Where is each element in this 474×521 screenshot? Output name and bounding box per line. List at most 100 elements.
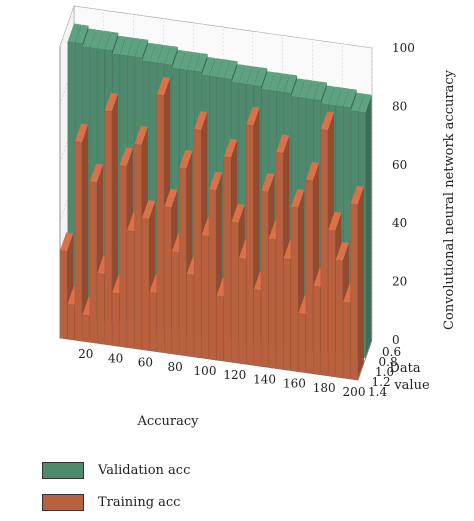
bar-side-training (357, 186, 364, 380)
bar-top-validation (172, 49, 186, 69)
bar-top-validation (239, 65, 253, 85)
legend-item-training: Training acc (42, 489, 190, 515)
bar-top-validation (358, 93, 372, 113)
bar-top-validation (90, 29, 104, 49)
bar-top-validation (261, 71, 275, 91)
bar-top-validation (291, 78, 305, 98)
bar-training (335, 259, 343, 378)
bar-training (320, 129, 328, 376)
legend-swatch-training (42, 493, 84, 511)
bar-training (238, 257, 246, 365)
z-tick-label: 20 (392, 275, 407, 289)
bar-training (89, 181, 97, 344)
bar-top-validation (194, 53, 208, 72)
bar-top-training (156, 76, 171, 96)
legend-item-validation: Validation acc (42, 457, 190, 483)
y-tick-label: 1.0 (375, 365, 394, 379)
bar-top-training (164, 188, 178, 208)
legend-label-validation: Validation acc (98, 462, 191, 478)
bar-top-validation (209, 58, 223, 78)
bar-top-training (276, 134, 290, 154)
x-axis-label: Accuracy (137, 414, 200, 429)
x-tick-label: 140 (253, 372, 276, 386)
bar-top-validation (97, 30, 111, 50)
bar-training (350, 203, 358, 381)
bar-top-training (320, 111, 335, 131)
bar-top-training (89, 163, 104, 183)
bar-training (67, 303, 75, 341)
bar-top-validation (231, 64, 245, 84)
bar-training (164, 206, 172, 354)
bar-top-training (231, 204, 245, 223)
x-tick-label: 100 (194, 364, 217, 378)
bar-top-training (141, 200, 156, 220)
bar-training (305, 179, 314, 374)
bar-training (223, 156, 232, 363)
bar-top-training (209, 171, 223, 191)
bar-training (186, 273, 194, 357)
bar-top-training (246, 106, 260, 126)
bar-training (82, 314, 90, 343)
x-tick-label: 180 (313, 381, 336, 395)
bar-top-validation (134, 38, 149, 58)
bar-training (193, 128, 202, 359)
z-tick-label: 80 (392, 99, 407, 113)
bar-top-validation (164, 45, 178, 65)
bar-training (97, 273, 105, 345)
bar-training (201, 235, 209, 360)
bar-top-validation (276, 73, 290, 93)
bar-top-validation (216, 59, 230, 79)
bar-training (141, 218, 150, 351)
bar-top-training (104, 92, 118, 112)
bar-top-training (119, 147, 133, 167)
x-tick-label: 200 (343, 385, 366, 399)
bar-top-validation (224, 60, 238, 80)
bar-training (328, 229, 336, 377)
bar-training (208, 189, 217, 361)
bar-top-validation (321, 85, 335, 105)
bar-training (290, 206, 299, 372)
bar-top-validation (127, 37, 141, 57)
bar-top-training (74, 123, 89, 143)
y-axis-label-line2: value (393, 378, 430, 393)
x-tick-label: 40 (108, 351, 123, 365)
bar-top-training (261, 173, 275, 193)
bar-side-validation (365, 94, 372, 358)
bar-top-validation (298, 79, 312, 99)
y-tick-label: 0.6 (382, 345, 401, 359)
bar-top-validation (343, 88, 357, 108)
bar-top-training (290, 189, 305, 208)
y-tick-label: 1.4 (368, 385, 387, 399)
bar-top-validation (268, 72, 283, 92)
bar-top-validation (75, 24, 89, 44)
z-axis-label: Convolutional neural network accuracy (442, 69, 457, 330)
bar-top-validation (350, 92, 365, 112)
axis-frame (59, 46, 373, 381)
y-tick-label: 1.2 (372, 375, 391, 389)
bar-top-validation (306, 80, 320, 100)
bar-training (231, 221, 239, 364)
bar-top-validation (201, 57, 216, 76)
bar-top-training (194, 111, 208, 131)
bar-top-validation (105, 31, 119, 51)
bar-top-validation (335, 87, 350, 107)
bar-top-validation (67, 23, 81, 43)
chart-ticks: 20 40 60 80 100 120 140 160 180 2000.60.81.01.21.… (78, 41, 415, 399)
z-tick-label: 60 (392, 158, 407, 172)
bar-top-validation (253, 67, 268, 87)
bar-training (260, 191, 269, 368)
x-tick-label: 20 (78, 347, 93, 361)
x-tick-label: 60 (138, 356, 153, 370)
bar-training (112, 292, 120, 347)
bar-top-training (328, 211, 342, 231)
bar-training (342, 301, 351, 380)
chart-bars (59, 23, 373, 381)
bar-top-validation (186, 52, 201, 71)
legend: Validation acc Training acc (42, 457, 190, 521)
bar-training (119, 165, 127, 348)
bar-top-training (335, 242, 349, 261)
bar-training (268, 238, 276, 369)
bar-training (313, 285, 321, 375)
bar-side-training (81, 124, 89, 342)
bar-training (171, 251, 179, 355)
